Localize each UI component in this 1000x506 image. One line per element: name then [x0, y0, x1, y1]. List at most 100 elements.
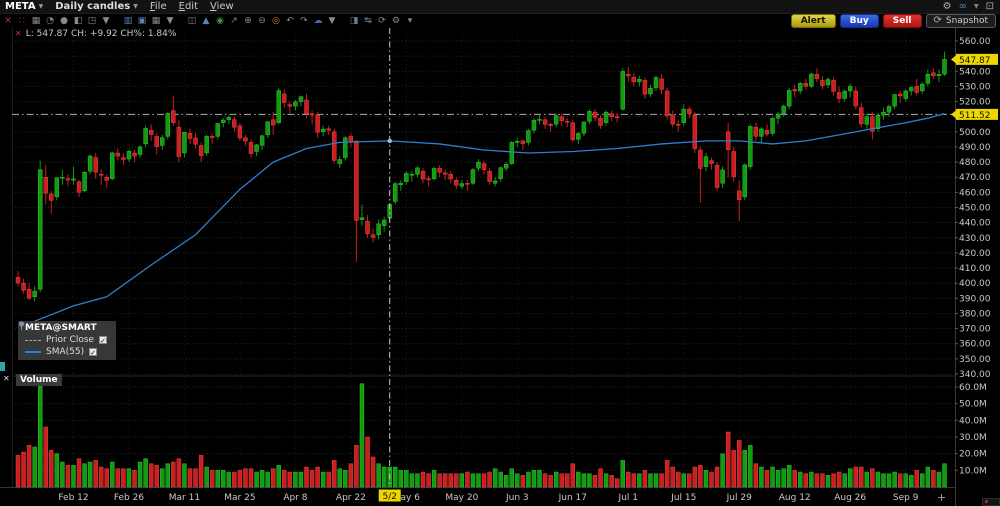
pointer-icon[interactable]: ↗ [230, 15, 238, 26]
svg-text:460.00: 460.00 [959, 188, 991, 198]
svg-text:540.00: 540.00 [959, 67, 991, 77]
svg-text:390.00: 390.00 [959, 294, 991, 304]
svg-text:Jun 17: Jun 17 [558, 493, 587, 503]
chevron-down-icon: ▼ [38, 3, 44, 10]
more-caret-icon[interactable]: ▾ [407, 15, 413, 26]
prior-close-tag: 511.52 [951, 108, 998, 121]
svg-text:480.00: 480.00 [959, 158, 991, 168]
pie-chart-icon[interactable]: ◔ [46, 15, 54, 26]
svg-text:30.0M: 30.0M [959, 433, 987, 443]
svg-text:Feb 26: Feb 26 [114, 493, 145, 503]
svg-text:440.00: 440.00 [959, 219, 991, 229]
legend-title: META@SMART [25, 323, 97, 333]
scrollbar-corner[interactable] [982, 498, 1000, 506]
zoom-window-icon[interactable]: ◳ [87, 15, 97, 26]
legend-item-prior-close: Prior Close ✓ [25, 335, 109, 345]
last-price-tag: 547.87 [951, 53, 998, 66]
sell-button[interactable]: Sell [882, 14, 922, 28]
layout-caret-icon[interactable]: ▼ [166, 15, 174, 26]
svg-text:560.00: 560.00 [959, 37, 991, 47]
svg-text:Jun 3: Jun 3 [505, 493, 529, 503]
zoom-out-icon[interactable]: ⊖ [258, 15, 266, 26]
chart-settings-icon[interactable]: ⚙ [391, 15, 401, 26]
svg-text:410.00: 410.00 [959, 264, 991, 274]
remove-chart-icon[interactable]: ✕ [4, 15, 12, 26]
svg-text:Jul 15: Jul 15 [670, 493, 696, 503]
svg-text:520.00: 520.00 [959, 98, 991, 108]
svg-text:5/2: 5/2 [382, 492, 396, 502]
layout-icon[interactable]: ▣ [137, 15, 147, 26]
refresh-icon[interactable]: ⟳ [378, 15, 386, 26]
target-icon[interactable]: ◎ [272, 15, 280, 26]
svg-text:370.00: 370.00 [959, 325, 991, 335]
trendline-icon[interactable]: ▲ [202, 15, 210, 26]
multi-grid-icon[interactable]: ▦ [151, 15, 161, 26]
volume-close-icon[interactable]: ✕ [3, 374, 10, 383]
legend-item-label: Prior Close [46, 335, 95, 345]
symbol-menu[interactable]: META ▼ [5, 1, 43, 12]
period-menu[interactable]: Daily candles ▼ [55, 1, 138, 12]
pin-icon[interactable] [19, 321, 109, 357]
svg-text:May 20: May 20 [445, 493, 478, 503]
pane-icon[interactable]: ◨ [349, 15, 359, 26]
svg-text:340.00: 340.00 [959, 370, 991, 380]
chart-toolbar: ✕ ∷ ▦ ◔ ● ◧ ◳ ▼ ▥ ▣ ▦ ▼ ◫ ▲ ◉ ↗ ⊕ ⊖ ◎ ↶ ↷ ☁ ▼ ◨ ↹ ⟳ ⚙ ▾ Alert Buy S… [0, 14, 1000, 28]
legend-item-sma-55-: SMA(55) ✓ [19, 321, 109, 357]
last-quote-line: ✕ L: 547.87 CH: +9.92 CH%: 1.84% [15, 29, 176, 39]
svg-text:Jul 29: Jul 29 [726, 493, 752, 503]
svg-text:500.00: 500.00 [959, 128, 991, 138]
panel-icon[interactable]: ◧ [73, 15, 83, 26]
close-icon[interactable]: ✕ [15, 29, 22, 38]
svg-text:10.0M: 10.0M [959, 466, 987, 476]
visibility-checkbox[interactable]: ✓ [89, 348, 98, 357]
tools-caret-icon[interactable]: ▼ [328, 15, 336, 26]
pattern-icon[interactable]: ∷ [19, 15, 25, 26]
buy-button[interactable]: Buy [839, 14, 879, 28]
chart-menu-caret-icon[interactable]: ▼ [102, 15, 110, 26]
scroll-indicator [985, 500, 988, 503]
candlestick-series [15, 51, 947, 302]
cloud-icon[interactable]: ☁ [313, 15, 323, 26]
menu-bar: META ▼ Daily candles ▼ File Edit View ⚙ ∞ ▼ ⊡ [0, 0, 1000, 14]
add-data-button[interactable]: + [937, 491, 947, 504]
redo-icon[interactable]: ↷ [300, 15, 308, 26]
pane-resize-marker[interactable] [0, 362, 5, 371]
compare-icon[interactable]: ↹ [364, 15, 372, 26]
menu-view[interactable]: View [209, 1, 234, 12]
svg-text:430.00: 430.00 [959, 234, 991, 244]
zoom-in-icon[interactable]: ⊕ [244, 15, 252, 26]
volume-axis: 10.0M 20.0M 30.0M 40.0M 50.0M 60.0M [955, 383, 987, 476]
grid-lines [12, 28, 955, 487]
link-icon[interactable]: ∞ [958, 0, 967, 12]
settings-gear-icon[interactable]: ⚙ [942, 0, 952, 12]
indicator-icon[interactable]: ◉ [216, 15, 224, 26]
crosshair-sma-dot [387, 138, 392, 144]
snapshot-button[interactable]: ⟳ Snapshot [925, 14, 996, 28]
ellipse-icon[interactable]: ● [60, 15, 68, 26]
pin-icon[interactable] [19, 321, 109, 333]
order-buttons: Alert Buy Sell ⟳ Snapshot [790, 14, 1000, 28]
grid-icon[interactable]: ▦ [31, 15, 41, 26]
bar-chart-icon[interactable]: ▥ [123, 15, 133, 26]
svg-text:Apr 8: Apr 8 [283, 493, 307, 503]
symbol-label: META [5, 1, 36, 12]
visibility-checkbox[interactable]: ✓ [99, 336, 108, 345]
svg-text:Aug 26: Aug 26 [834, 493, 866, 503]
svg-text:530.00: 530.00 [959, 82, 991, 92]
window-controls: ⚙ ∞ ▼ ⊡ [942, 0, 1000, 12]
date-axis: Feb 12 Feb 26 Mar 11 Mar 25 Apr 8 Apr 22 May 6… [58, 493, 918, 503]
svg-text:400.00: 400.00 [959, 279, 991, 289]
menu-file[interactable]: File [149, 1, 167, 12]
dropdown-caret-icon[interactable]: ▼ [973, 2, 979, 10]
undo-icon[interactable]: ↶ [286, 15, 294, 26]
expand-icon[interactable]: ⊡ [985, 0, 994, 12]
volume-study-icon[interactable]: ◫ [187, 15, 197, 26]
snapshot-label: Snapshot [945, 16, 988, 26]
svg-text:60.0M: 60.0M [959, 383, 987, 393]
alert-button[interactable]: Alert [790, 14, 836, 28]
menu-edit[interactable]: Edit [178, 1, 198, 12]
sma-line [23, 113, 945, 327]
svg-text:Feb 12: Feb 12 [58, 493, 88, 503]
svg-text:20.0M: 20.0M [959, 450, 987, 460]
